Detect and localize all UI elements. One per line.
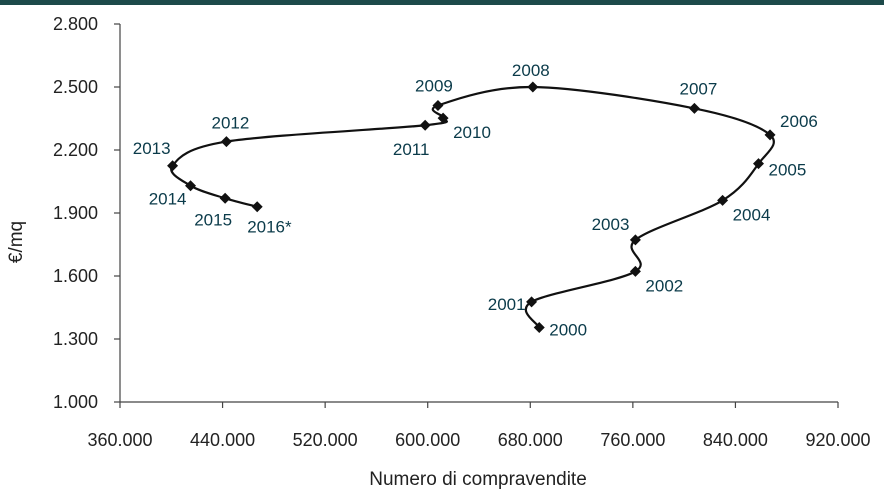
data-point-marker-2011 (419, 119, 431, 131)
data-point-marker-2001 (526, 296, 538, 308)
y-axis-tick-labels: 1.000 1.300 1.600 1.900 2.200 2.500 2.800 (53, 14, 98, 412)
x-tick-label: 840.000 (703, 430, 768, 450)
data-label-2013: 2013 (133, 139, 171, 158)
x-tick-label: 920.000 (805, 430, 870, 450)
data-label-2000: 2000 (549, 320, 587, 339)
y-tick-label: 2.500 (53, 77, 98, 97)
data-point-marker-2006 (764, 129, 776, 141)
x-tick-label: 600.000 (395, 430, 460, 450)
data-label-2007: 2007 (679, 79, 717, 98)
data-point-marker-2009 (432, 99, 444, 111)
data-label-2006: 2006 (780, 112, 818, 131)
data-point-marker-2016 (251, 201, 263, 213)
chart-axes (114, 23, 839, 408)
data-label-2011: 2011 (393, 140, 430, 159)
data-point-marker-2013 (167, 160, 179, 172)
data-point-marker-2008 (527, 81, 539, 93)
x-axis-tick-labels: 360.000 440.000 520.000 600.000 680.000 760.0… (87, 430, 870, 450)
y-tick-label: 1.900 (53, 203, 98, 223)
data-label-2012: 2012 (212, 114, 250, 133)
data-label-2016: 2016* (247, 218, 292, 237)
x-tick-label: 520.000 (293, 430, 358, 450)
data-label-2015: 2015 (194, 210, 232, 229)
y-tick-label: 1.600 (53, 266, 98, 286)
x-axis-title: Numero di compravendite (369, 469, 587, 490)
top-bar (0, 0, 884, 5)
data-label-2009: 2009 (415, 76, 453, 95)
data-point-marker-2010 (437, 112, 449, 124)
x-tick-label: 760.000 (600, 430, 665, 450)
y-tick-label: 1.000 (53, 392, 98, 412)
y-axis-title: €/mq (6, 221, 27, 263)
data-point-marker-2014 (185, 180, 197, 192)
y-tick-label: 1.300 (53, 329, 98, 349)
data-point-marker-2005 (753, 158, 765, 170)
y-tick-label: 2.200 (53, 140, 98, 160)
x-tick-label: 440.000 (190, 430, 255, 450)
data-label-2001: 2001 (488, 295, 526, 314)
data-point-marker-2015 (219, 192, 231, 204)
data-point-markers (167, 81, 776, 333)
data-label-2003: 2003 (592, 215, 630, 234)
data-point-marker-2002 (629, 265, 641, 277)
data-point-marker-2007 (688, 102, 700, 114)
data-label-2004: 2004 (733, 205, 771, 224)
data-point-marker-2012 (220, 136, 232, 148)
x-tick-label: 680.000 (498, 430, 563, 450)
data-label-2010: 2010 (453, 123, 491, 142)
x-tick-label: 360.000 (87, 430, 152, 450)
data-label-2005: 2005 (769, 161, 807, 180)
data-label-2008: 2008 (512, 61, 550, 80)
data-point-marker-2000 (533, 321, 545, 333)
data-point-labels: 2000 2001 2002 2003 2004 2005 2006 2007 2008 2009… (133, 61, 818, 339)
data-point-marker-2003 (629, 234, 641, 246)
data-label-2014: 2014 (149, 190, 187, 209)
y-tick-label: 2.800 (53, 14, 98, 34)
data-point-marker-2004 (717, 194, 729, 206)
data-label-2002: 2002 (645, 276, 683, 295)
